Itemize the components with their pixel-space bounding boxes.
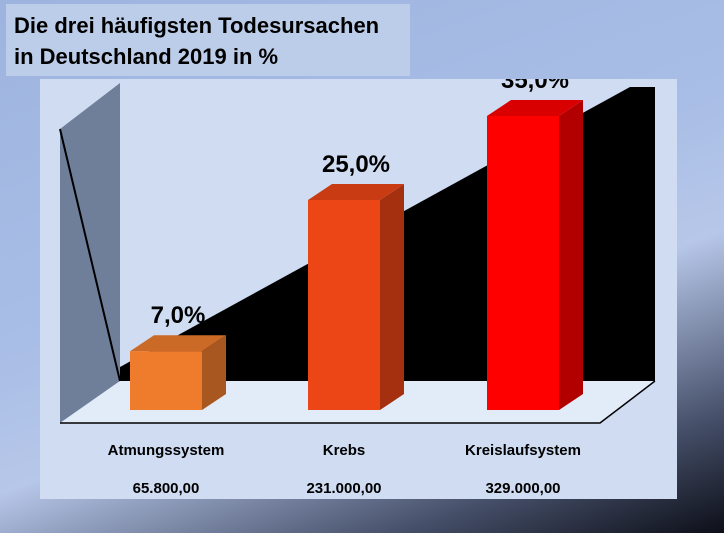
bar-0[interactable] bbox=[130, 351, 202, 410]
count-label-1: 231.000,00 bbox=[306, 480, 381, 497]
bar-top-1 bbox=[308, 184, 404, 200]
data-label-2: 35,0% bbox=[501, 79, 569, 94]
bar-1[interactable] bbox=[308, 200, 380, 410]
bar-side-1 bbox=[380, 184, 404, 410]
bar-top-0 bbox=[130, 335, 226, 352]
title-line-1: Die drei häufigsten Todesursachen bbox=[14, 13, 380, 38]
bar-2[interactable] bbox=[487, 116, 559, 410]
count-label-0: 65.800,00 bbox=[133, 480, 200, 497]
category-label-1: Krebs bbox=[323, 442, 366, 459]
category-label-0: Atmungssystem bbox=[108, 442, 225, 459]
data-label-0: 7,0% bbox=[151, 302, 206, 329]
bar-side-2 bbox=[559, 100, 583, 410]
count-label-2: 329.000,00 bbox=[485, 480, 560, 497]
bar-side-0 bbox=[202, 335, 226, 410]
data-label-1: 25,0% bbox=[322, 151, 390, 178]
floor-edge bbox=[60, 380, 656, 424]
left-wall-diagonal bbox=[59, 128, 121, 382]
title-line-2: in Deutschland 2019 in % bbox=[14, 44, 279, 69]
category-label-2: Kreislaufsystem bbox=[465, 442, 581, 459]
bar-top-2 bbox=[487, 100, 583, 116]
bar-chart: 7,0% Atmungssystem 65.800,00 25,0% Krebs 231.… bbox=[59, 79, 656, 497]
chart-panel: 7,0% Atmungssystem 65.800,00 25,0% Krebs 231.… bbox=[40, 79, 677, 499]
chart-title: Die drei häufigsten Todesursachen in Deu… bbox=[6, 4, 410, 76]
